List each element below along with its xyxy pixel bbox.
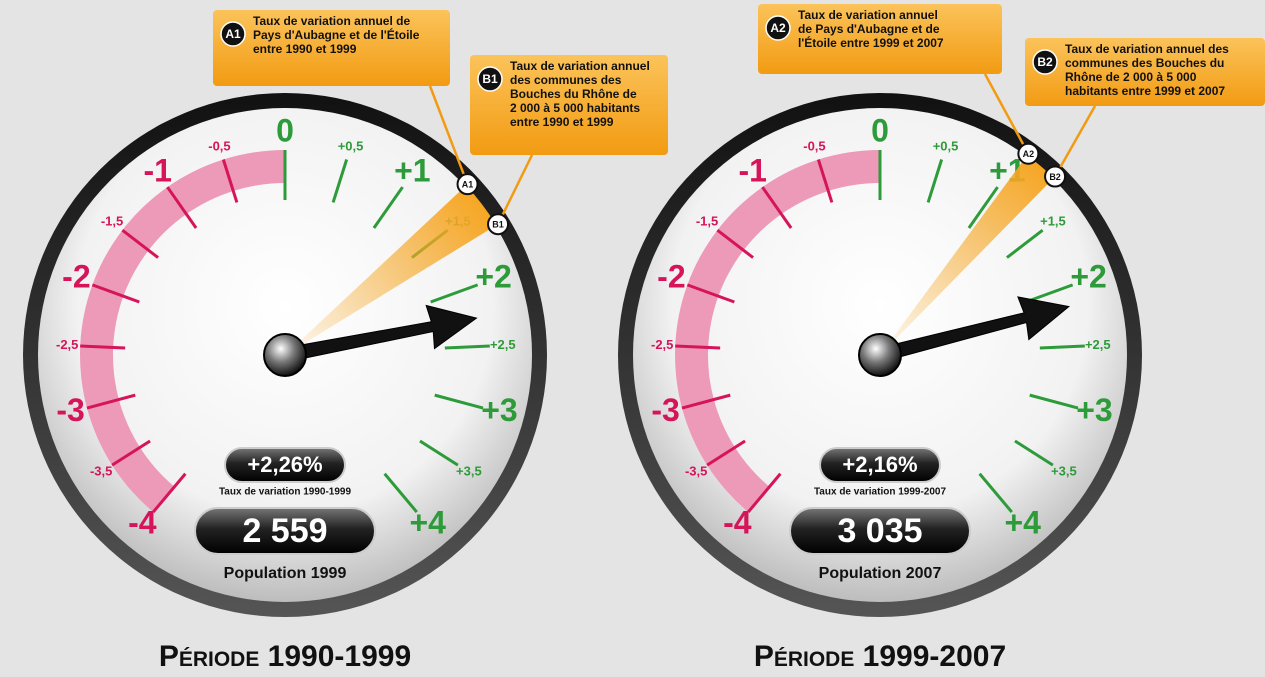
tick-mark [1040,346,1085,348]
callout-text: Taux de variation annuel des [1065,42,1229,56]
marker-label: A1 [462,180,474,190]
tick-label: +2 [1070,259,1106,295]
needle-knob [859,334,901,376]
callout-text: de Pays d'Aubagne et de [798,22,940,36]
tick-mark [80,346,125,348]
tick-label: -3,5 [685,464,707,479]
tick-label: -0,5 [803,139,825,154]
tick-label: +0,5 [933,139,959,154]
callout-text: Taux de variation annuel [798,8,938,22]
infographic: -4 -3,5 -3 -2,5 -2 -1,5 -1 -0,5 0 +0,5 +1 +1,5 +2 +2,… [0,0,1265,677]
tick-label: -2,5 [56,337,78,352]
value-label: +2,26% [247,452,322,477]
tick-label: +3 [481,392,517,428]
tick-label: -1,5 [696,214,718,229]
callout-leader [498,155,532,224]
tick-label: -2 [62,259,90,295]
tick-label: +4 [409,505,446,541]
value-caption: Taux de variation 1999-2007 [814,487,947,498]
value-caption: Taux de variation 1990-1999 [219,487,352,498]
callout-text: Taux de variation annuel de [253,14,410,28]
callout-text: Taux de variation annuel [510,59,650,73]
period-title: Période 1999-2007 [754,640,1006,673]
needle-knob [264,334,306,376]
callout-text: 2 000 à 5 000 habitants [510,101,640,115]
tick-label: 0 [276,112,294,148]
tick-label: -0,5 [208,139,230,154]
population-caption: Population 2007 [819,565,942,582]
tick-label: -3 [56,392,84,428]
tick-label: +4 [1004,505,1041,541]
marker-label: A2 [1023,149,1035,159]
callout-badge-label: A2 [770,21,786,35]
callout-leader [1055,106,1095,177]
callout-text: habitants entre 1999 et 2007 [1065,84,1225,98]
tick-label: +3,5 [456,464,482,479]
callout-text: l'Étoile entre 1999 et 2007 [798,35,944,50]
callout-text: Pays d'Aubagne et de l'Étoile [253,27,420,42]
population-value: 3 035 [837,512,922,550]
tick-label: +1,5 [1040,214,1066,229]
period-title: Période 1990-1999 [159,640,411,673]
tick-label: 0 [871,112,889,148]
tick-label: -1,5 [101,214,123,229]
tick-label: +2 [475,259,511,295]
tick-label: -2,5 [651,337,673,352]
tick-label: +2,5 [1085,337,1111,352]
tick-label: -3 [651,392,679,428]
tick-mark [675,346,720,348]
tick-label: +3,5 [1051,464,1077,479]
tick-label: -2 [657,259,685,295]
callout-text: Bouches du Rhône de [510,87,637,101]
population-value: 2 559 [242,512,327,550]
tick-label: +3 [1076,392,1112,428]
value-label: +2,16% [842,452,917,477]
tick-mark [445,346,490,348]
callout-text: entre 1990 et 1999 [253,42,357,56]
tick-label: +0,5 [338,139,364,154]
callout-text: communes des Bouches du [1065,56,1224,70]
callout-badge-label: A1 [225,27,241,41]
tick-label: -4 [128,505,157,541]
callout-text: des communes des [510,73,622,87]
callout-text: Rhône de 2 000 à 5 000 [1065,70,1197,84]
tick-label: +1 [394,153,430,189]
tick-label: -4 [723,505,752,541]
tick-label: -1 [738,153,766,189]
callout-badge-label: B2 [1037,55,1053,69]
marker-label: B1 [492,220,504,230]
marker-label: B2 [1049,172,1061,182]
callout-text: entre 1990 et 1999 [510,115,614,129]
gauge: -4-3,5-3-2,5-2-1,5-1-0,50+0,5+1+1,5+2+2,… [23,10,668,673]
population-caption: Population 1999 [224,565,347,582]
tick-label: -1 [143,153,171,189]
tick-label: -3,5 [90,464,112,479]
callout-badge-label: B1 [482,72,498,86]
tick-label: +2,5 [490,337,516,352]
